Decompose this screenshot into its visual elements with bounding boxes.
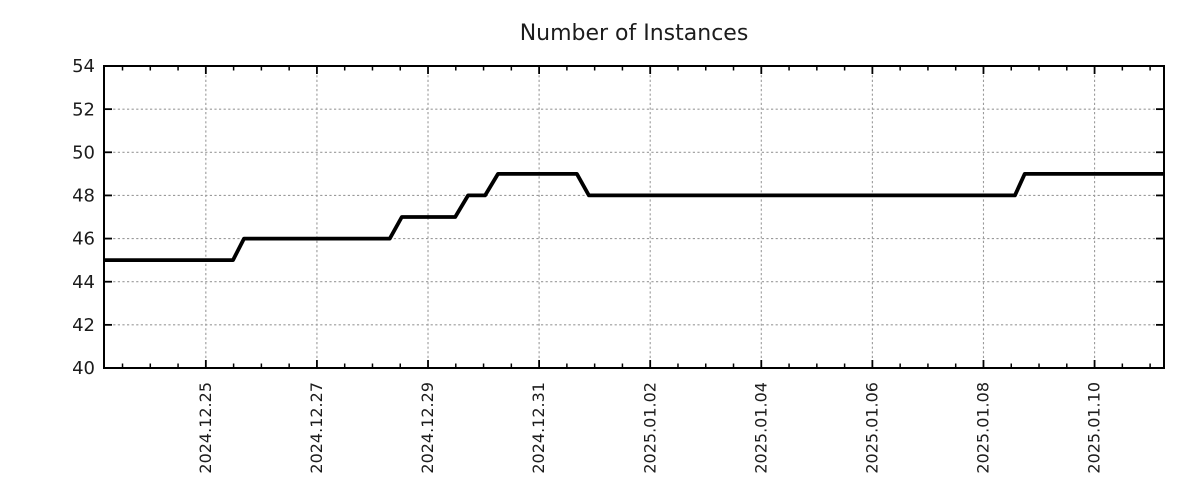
series-layer xyxy=(104,171,1164,263)
x-tick-label: 2024.12.31 xyxy=(529,382,548,474)
x-tick-label: 2024.12.29 xyxy=(418,382,437,474)
x-tick-label: 2025.01.06 xyxy=(863,382,882,474)
y-tick-label: 42 xyxy=(72,315,95,336)
y-tick-label: 48 xyxy=(72,186,95,207)
x-tick-label: 2024.12.25 xyxy=(196,382,215,474)
data-line-instances xyxy=(104,171,1164,263)
x-tick-label: 2025.01.08 xyxy=(974,382,993,474)
tick-label-layer: 2024.12.25 2024.12.27 2024.12.29 2024.12.31… xyxy=(72,56,1104,473)
axes-layer xyxy=(103,65,1165,369)
grid-layer xyxy=(104,66,1164,368)
x-tick-label: 2025.01.02 xyxy=(640,382,659,474)
x-tick-label: 2025.01.04 xyxy=(751,382,770,474)
y-tick-label: 46 xyxy=(72,229,95,250)
y-tick-label: 50 xyxy=(72,142,95,163)
y-tick-label: 54 xyxy=(72,56,95,77)
y-tick-label: 52 xyxy=(72,99,95,120)
plot-border xyxy=(103,65,1165,369)
x-tick-label: 2024.12.27 xyxy=(307,382,326,474)
chart-title: Number of Instances xyxy=(520,21,749,46)
y-tick-label: 40 xyxy=(72,358,95,379)
x-tick-label: 2025.01.10 xyxy=(1085,382,1104,474)
y-tick-label: 44 xyxy=(72,272,95,293)
